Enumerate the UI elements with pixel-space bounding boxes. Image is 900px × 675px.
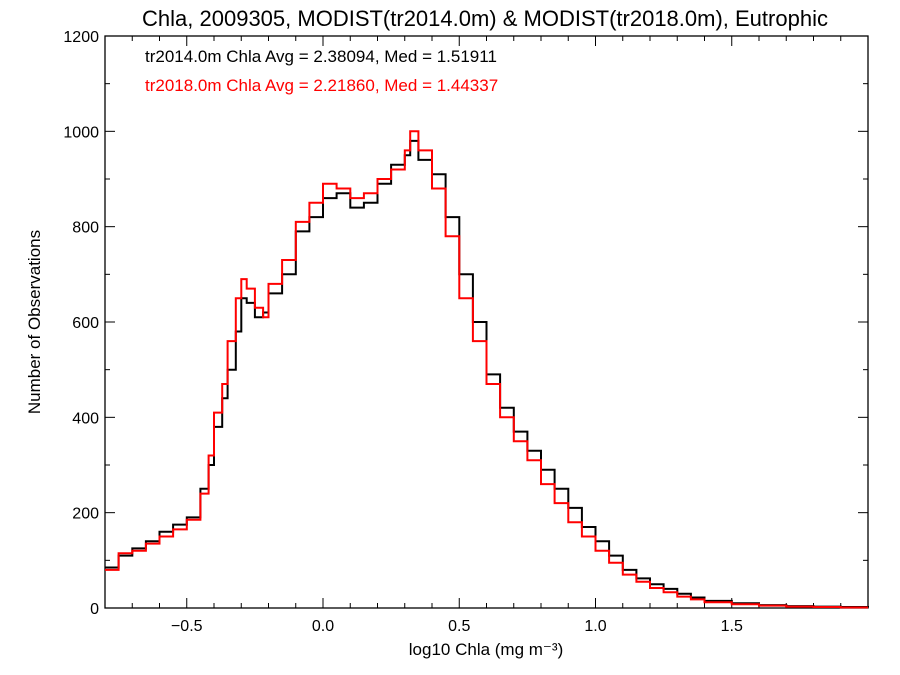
x-tick-label: 1.0 bbox=[584, 618, 606, 635]
x-axis-label: log10 Chla (mg m⁻³) bbox=[409, 640, 563, 659]
series-layer bbox=[105, 130, 869, 609]
x-axis: −0.5 0.0 0.5 1.0 1.5 bbox=[131, 36, 842, 635]
x-tick-label: 0.5 bbox=[448, 618, 470, 635]
y-tick-label: 0 bbox=[90, 601, 99, 618]
stat-annotation-tr2018: tr2018.0m Chla Avg = 2.21860, Med = 1.44… bbox=[145, 76, 498, 95]
y-tick-label: 600 bbox=[72, 315, 99, 332]
y-axis-label: Number of Observations bbox=[25, 230, 44, 414]
x-tick-label: 1.5 bbox=[721, 618, 743, 635]
chart-title: Chla, 2009305, MODIST(tr2014.0m) & MODIS… bbox=[142, 6, 828, 31]
y-tick-label: 1200 bbox=[63, 29, 99, 46]
series-tr2018-line bbox=[105, 130, 868, 609]
y-tick-label: 1000 bbox=[63, 124, 99, 141]
y-tick-label: 400 bbox=[72, 410, 99, 427]
y-axis: 0 200 400 600 800 1000 1200 bbox=[63, 29, 868, 618]
x-tick-label: 0.0 bbox=[312, 618, 334, 635]
y-tick-label: 800 bbox=[72, 220, 99, 237]
y-tick-label: 200 bbox=[72, 506, 99, 523]
stat-annotation-tr2014: tr2014.0m Chla Avg = 2.38094, Med = 1.51… bbox=[145, 47, 497, 66]
x-tick-label: −0.5 bbox=[171, 618, 203, 635]
